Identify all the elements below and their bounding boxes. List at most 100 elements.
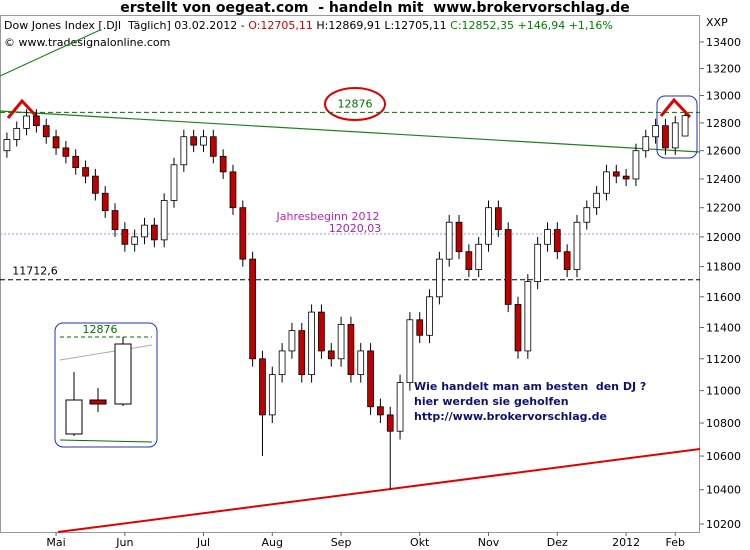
x-tick-label: Sep bbox=[331, 536, 352, 549]
candle-body bbox=[553, 229, 561, 253]
candle-body bbox=[318, 311, 325, 352]
annotation: Wie handelt man am besten den DJ ? bbox=[414, 380, 646, 393]
y-tick-label: 10600 bbox=[706, 450, 741, 463]
candle-body bbox=[259, 358, 266, 416]
x-tick-label: Aug bbox=[262, 536, 283, 549]
candle-body bbox=[494, 207, 502, 230]
candle-body bbox=[298, 330, 306, 376]
candle-body bbox=[180, 136, 188, 166]
inset-line bbox=[59, 344, 153, 361]
trend-line bbox=[0, 29, 101, 77]
inset-candle bbox=[114, 343, 132, 405]
candle-body bbox=[190, 136, 198, 146]
y-tick-label: 12200 bbox=[706, 202, 741, 215]
candle-body bbox=[101, 192, 109, 211]
candle-body bbox=[3, 139, 11, 152]
candle-body bbox=[622, 175, 630, 180]
reference-label: 11712,6 bbox=[12, 265, 58, 278]
candle-body bbox=[111, 210, 119, 230]
candle-body bbox=[268, 374, 276, 416]
candle-body bbox=[416, 319, 424, 336]
candle-body bbox=[219, 155, 227, 173]
candle-body bbox=[278, 350, 286, 376]
x-tick-label: Nov bbox=[478, 536, 500, 549]
candle-body bbox=[170, 164, 178, 201]
candle-body bbox=[160, 200, 168, 241]
candle-body bbox=[52, 136, 60, 149]
candle-body bbox=[524, 281, 532, 352]
y-tick-label: 10200 bbox=[706, 518, 741, 531]
candle-body bbox=[141, 224, 148, 238]
y-tick-label: 11600 bbox=[706, 291, 741, 304]
candle-body bbox=[652, 125, 659, 138]
candle-body bbox=[121, 229, 129, 245]
support-line bbox=[57, 448, 701, 533]
y-tick-label: 11000 bbox=[706, 385, 741, 398]
y-tick-label: 11400 bbox=[706, 322, 741, 335]
candle-body bbox=[583, 207, 591, 223]
source: © www.tradesignalonline.com bbox=[4, 36, 170, 49]
plot-frame bbox=[0, 15, 700, 533]
candle-body bbox=[327, 350, 335, 360]
header-part: H:12869,91 L:12705,11 bbox=[313, 19, 450, 32]
candle-body bbox=[347, 324, 355, 376]
candle-body bbox=[475, 243, 483, 270]
candle-body bbox=[288, 330, 296, 352]
annotation: http://www.brokervorschlag.de bbox=[414, 410, 607, 423]
trend-line bbox=[0, 110, 701, 153]
candle-body bbox=[436, 258, 443, 298]
candle-body bbox=[72, 155, 80, 169]
candle-body bbox=[42, 125, 50, 138]
candle-body bbox=[612, 171, 620, 177]
y-tick-label: 11200 bbox=[706, 353, 741, 366]
reference-note: Jahresbeginn 2012 bbox=[276, 210, 380, 223]
y-tick-label: 13400 bbox=[706, 36, 741, 49]
candle-body bbox=[603, 171, 610, 194]
candle-body bbox=[671, 122, 679, 149]
candle-body bbox=[465, 251, 473, 270]
axis-unit: XXP bbox=[706, 16, 728, 29]
header-line: Dow Jones Index [.DJI Täglich] 03.02.201… bbox=[4, 19, 613, 32]
candle-body bbox=[563, 251, 571, 270]
candle-body bbox=[249, 258, 256, 360]
x-tick-label: Jul bbox=[196, 536, 210, 549]
candle-body bbox=[642, 136, 650, 152]
candle-body bbox=[632, 150, 640, 180]
top-marker bbox=[659, 97, 692, 119]
y-tick-label: 13200 bbox=[706, 63, 741, 76]
candle-body bbox=[23, 115, 30, 129]
candle-body bbox=[396, 382, 404, 432]
header-part: C:12852,35 +146,94 +1,16% bbox=[450, 19, 613, 32]
y-tick-label: 10400 bbox=[706, 484, 741, 497]
y-tick-label: 13000 bbox=[706, 89, 741, 102]
candle-body bbox=[229, 171, 237, 209]
candle-body bbox=[357, 350, 365, 376]
y-tick-label: 12800 bbox=[706, 117, 741, 130]
candle-body bbox=[593, 192, 600, 209]
y-tick-label: 12600 bbox=[706, 145, 741, 158]
annotation: hier werden sie geholfen bbox=[414, 395, 569, 408]
inset-line bbox=[59, 439, 153, 443]
x-tick-label: Okt bbox=[410, 536, 430, 549]
candle-body bbox=[406, 319, 414, 384]
candle-body bbox=[367, 350, 374, 408]
y-tick-label: 11800 bbox=[706, 261, 741, 274]
candle-body bbox=[485, 207, 492, 245]
y-tick-label: 12000 bbox=[706, 231, 741, 244]
candle-body bbox=[308, 311, 315, 376]
candle-body bbox=[337, 324, 345, 360]
candle-body bbox=[131, 236, 139, 245]
x-tick-label: Dez bbox=[547, 536, 568, 549]
inset-candle bbox=[65, 399, 83, 435]
candle-body bbox=[200, 136, 207, 146]
x-tick-label: Mai bbox=[46, 536, 65, 549]
inset-label: 12876 bbox=[83, 323, 118, 336]
candle-body bbox=[662, 125, 669, 149]
candle-body bbox=[209, 136, 217, 157]
y-tick-label: 12400 bbox=[706, 173, 741, 186]
reference-label: 12876 bbox=[338, 97, 373, 110]
candle-body bbox=[150, 224, 158, 241]
x-tick-label: Feb bbox=[666, 536, 685, 549]
candle-body bbox=[92, 175, 99, 194]
